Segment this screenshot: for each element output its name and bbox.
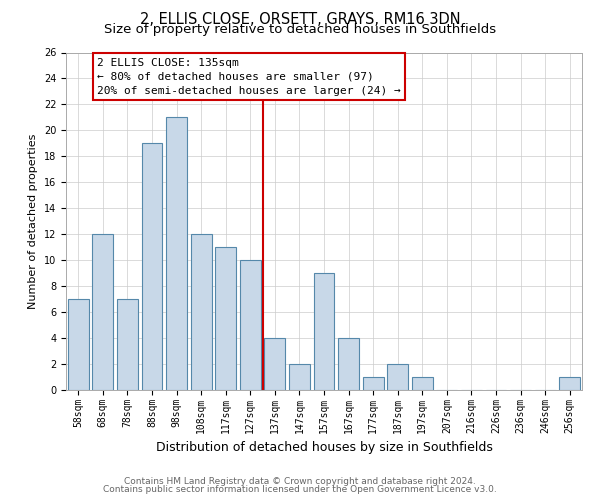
Bar: [166, 118, 187, 390]
Bar: [117, 299, 138, 390]
Bar: [314, 273, 334, 390]
Bar: [362, 377, 383, 390]
Bar: [240, 260, 261, 390]
Bar: [387, 364, 408, 390]
Text: Contains HM Land Registry data © Crown copyright and database right 2024.: Contains HM Land Registry data © Crown c…: [124, 477, 476, 486]
Text: 2, ELLIS CLOSE, ORSETT, GRAYS, RM16 3DN: 2, ELLIS CLOSE, ORSETT, GRAYS, RM16 3DN: [140, 12, 460, 28]
Bar: [412, 377, 433, 390]
Text: 2 ELLIS CLOSE: 135sqm
← 80% of detached houses are smaller (97)
20% of semi-deta: 2 ELLIS CLOSE: 135sqm ← 80% of detached …: [97, 58, 401, 96]
Y-axis label: Number of detached properties: Number of detached properties: [28, 134, 38, 309]
Text: Contains public sector information licensed under the Open Government Licence v3: Contains public sector information licen…: [103, 485, 497, 494]
Bar: [142, 144, 163, 390]
Bar: [289, 364, 310, 390]
Bar: [338, 338, 359, 390]
Bar: [191, 234, 212, 390]
Bar: [68, 299, 89, 390]
X-axis label: Distribution of detached houses by size in Southfields: Distribution of detached houses by size …: [155, 441, 493, 454]
Bar: [265, 338, 286, 390]
Bar: [559, 377, 580, 390]
Bar: [92, 234, 113, 390]
Bar: [215, 247, 236, 390]
Text: Size of property relative to detached houses in Southfields: Size of property relative to detached ho…: [104, 24, 496, 36]
